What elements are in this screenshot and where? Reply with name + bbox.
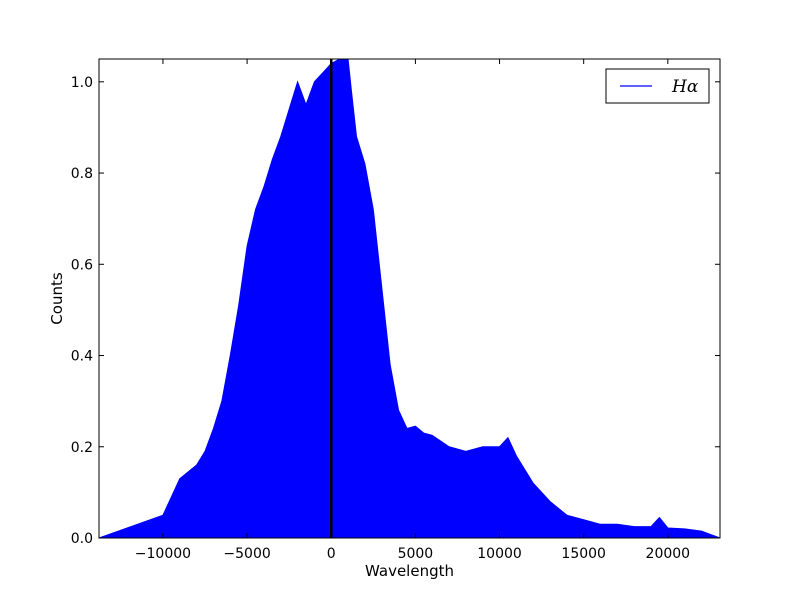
series-area-0 [98,58,721,539]
x-tick-label: −5000 [223,546,270,562]
x-tick-label: 20000 [646,546,691,562]
y-tick-label: 1.0 [71,75,93,91]
x-axis-label: Wavelength [365,562,454,580]
x-tick-label: 10000 [477,546,522,562]
x-tick-label: 0 [327,546,336,562]
y-tick-label: 0.4 [71,349,93,365]
legend: Hα [605,68,710,104]
y-tick-label: 0.2 [71,440,93,456]
x-tick-label: 5000 [398,546,434,562]
legend-label: Hα [671,77,699,97]
plot-frame [98,58,721,539]
x-tick-label: −10000 [135,546,191,562]
y-axis-label: Counts [48,272,66,325]
y-tick-label: 0.8 [71,166,93,182]
y-tick-label: 0.0 [71,531,93,547]
x-tick-label: 15000 [561,546,606,562]
axis-ticks: −10000 −5000 0 5000 10000 15000 20000 0.0 0.2 0.4… [71,59,720,562]
y-tick-label: 0.6 [71,257,93,273]
plot-area [98,58,721,539]
